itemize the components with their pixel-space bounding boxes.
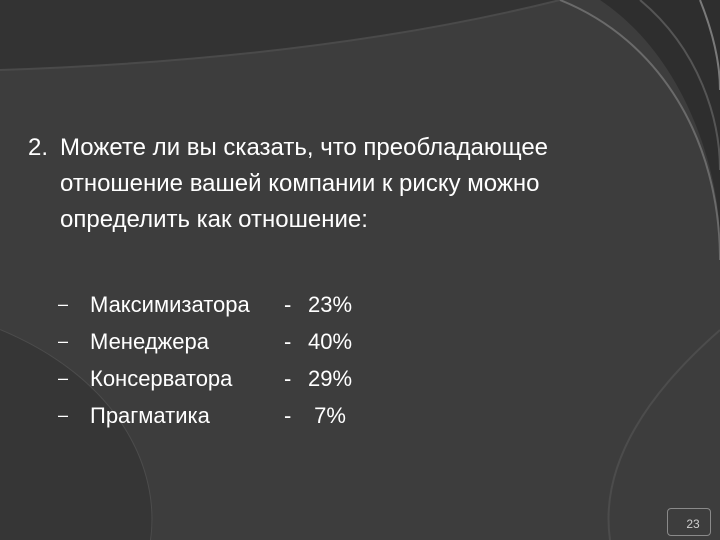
option-percent: 23%: [308, 292, 353, 317]
right-arc-inner: [639, 0, 720, 171]
option-label: Консерватора: [90, 366, 233, 391]
question-line-1: Можете ли вы сказать, что преобладающее: [60, 134, 549, 161]
right-arc-outer: [559, 0, 720, 261]
option-percent: 7%: [308, 403, 346, 428]
top-curve-line: [0, 0, 561, 71]
bullet-dash-icon: –: [58, 331, 69, 351]
option-percent: 40%: [308, 329, 353, 354]
question-line-3: определить как отношение:: [60, 206, 368, 233]
option-label: Максимизатора: [90, 292, 250, 317]
option-label: Менеджера: [90, 329, 209, 354]
bottom-right-arc: [607, 329, 720, 540]
question-line-2: отношение вашей компании к риску можно: [60, 170, 540, 197]
page-number-frame: [667, 508, 711, 536]
question-number: 2.: [28, 134, 49, 161]
option-label: Прагматика: [90, 403, 210, 428]
bullet-dash-icon: –: [58, 405, 69, 425]
bottom-left-fill: [0, 330, 152, 540]
bullet-dash-icon: –: [58, 294, 69, 314]
question-text: 2. Можете ли вы сказать, что преобладающе…: [28, 130, 698, 238]
bullet-dash-icon: –: [58, 368, 69, 388]
option-separator: -: [284, 366, 292, 391]
option-separator: -: [284, 403, 292, 428]
option-percent: 29%: [308, 366, 353, 391]
option-separator: -: [284, 292, 292, 317]
option-separator: -: [284, 329, 292, 354]
top-curve-shape: [0, 0, 560, 70]
page-number: 23: [686, 517, 700, 531]
